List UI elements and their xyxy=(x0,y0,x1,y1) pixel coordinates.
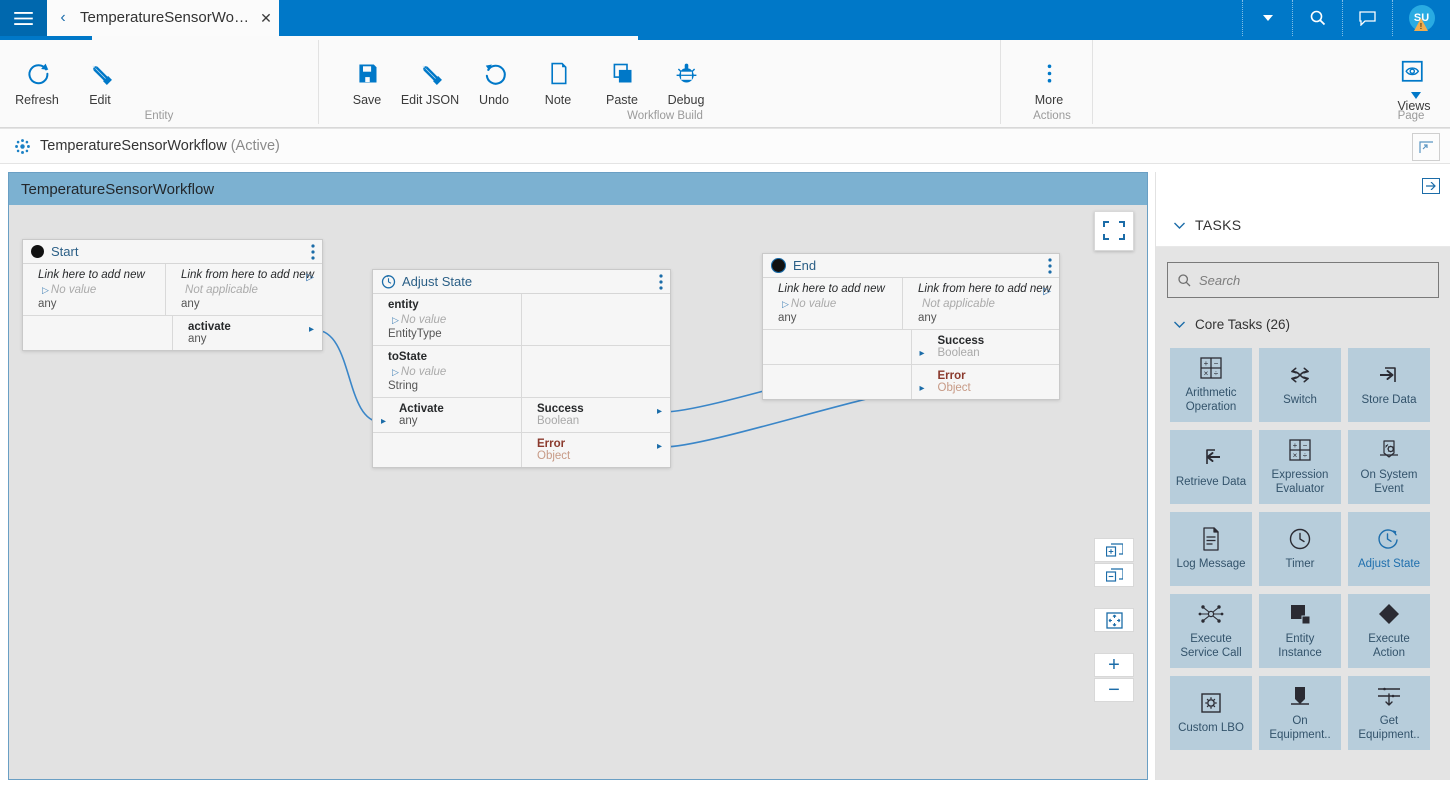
svg-text:−: − xyxy=(1214,359,1219,368)
svg-text:÷: ÷ xyxy=(1214,369,1219,378)
svg-text:!: ! xyxy=(1420,22,1423,31)
svg-text:×: × xyxy=(1204,369,1209,378)
svg-text:÷: ÷ xyxy=(1303,451,1308,460)
svg-text:−: − xyxy=(1303,441,1308,450)
svg-text:×: × xyxy=(1293,451,1298,460)
svg-text:+: + xyxy=(1204,359,1209,368)
svg-text:+: + xyxy=(1293,441,1298,450)
